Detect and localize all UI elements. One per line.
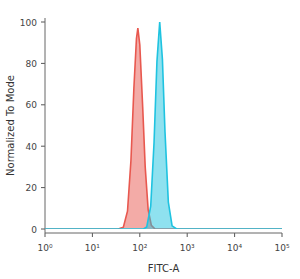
x-tick (234, 233, 235, 237)
x-axis (45, 233, 282, 234)
x-tick-label: 10² (132, 243, 147, 253)
x-tick-label: 10³ (180, 243, 195, 253)
x-tick (45, 233, 46, 237)
x-tick-label: 10⁰ (37, 243, 52, 253)
y-axis-label: Normalized To Mode (5, 75, 16, 176)
y-tick (41, 22, 45, 23)
y-tick (41, 104, 45, 105)
y-tick (41, 229, 45, 230)
y-tick-label: 40 (26, 142, 38, 152)
x-tick (139, 233, 140, 237)
y-tick (41, 63, 45, 64)
x-tick-label: 10⁴ (227, 243, 242, 253)
y-tick (41, 146, 45, 147)
x-tick-label: 10⁵ (274, 243, 289, 253)
x-tick-label: 10¹ (85, 243, 100, 253)
series-line (45, 22, 282, 229)
y-tick-label: 100 (20, 18, 37, 28)
y-axis (45, 18, 46, 233)
x-tick (92, 233, 93, 237)
plot-area (45, 22, 282, 229)
y-tick-label: 20 (26, 183, 38, 193)
x-tick (187, 233, 188, 237)
y-tick-label: 60 (26, 100, 38, 110)
y-tick-label: 0 (31, 225, 37, 235)
series-area (45, 22, 282, 229)
x-axis-label: FITC-A (148, 263, 180, 274)
x-tick (282, 233, 283, 237)
y-tick-label: 80 (26, 59, 38, 69)
chart: 0 20 40 60 80 100 10⁰ 10¹ 10² 10³ 10⁴ 10⁵ FITC-A Norm… (0, 0, 300, 279)
y-tick (41, 187, 45, 188)
